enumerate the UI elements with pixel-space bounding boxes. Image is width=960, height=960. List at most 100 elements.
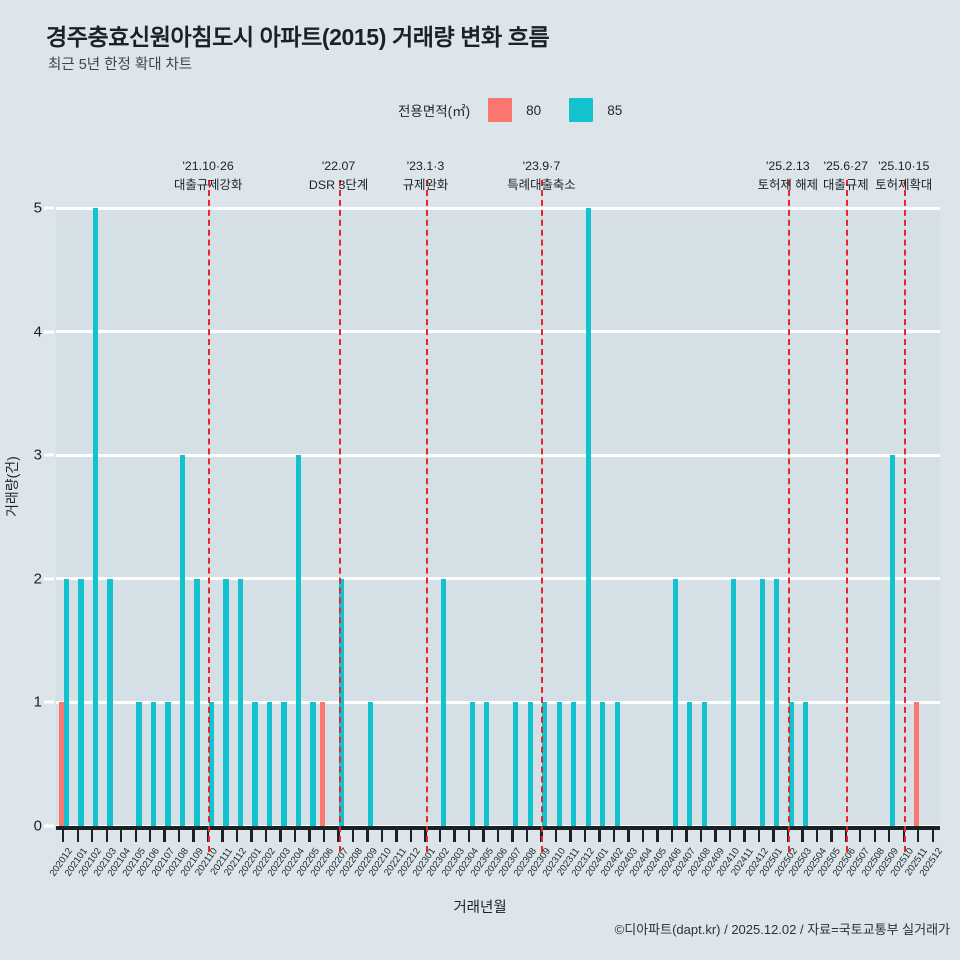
- legend-label-85: 85: [607, 102, 623, 118]
- legend-label-80: 80: [526, 102, 542, 118]
- event-label-202510: '25.10·15 토허제확대: [875, 157, 932, 195]
- bar-202304-85[interactable]: [469, 702, 475, 826]
- bar-202101-85[interactable]: [78, 578, 84, 826]
- x-tick-202505: [830, 830, 833, 842]
- event-name-202207: DSR 3단계: [308, 178, 369, 192]
- bar-202412-85[interactable]: [759, 578, 765, 826]
- bar-202312-85[interactable]: [585, 208, 591, 826]
- bar-202307-85[interactable]: [513, 702, 519, 826]
- bar-202410-85[interactable]: [730, 578, 736, 826]
- x-tick-202408: [699, 830, 703, 842]
- bar-202407-85[interactable]: [687, 702, 693, 826]
- bar-202012-85[interactable]: [63, 578, 70, 826]
- gridline-5: [56, 206, 940, 210]
- bar-202402-85[interactable]: [614, 702, 620, 826]
- y-tick-mark-4: [44, 330, 54, 334]
- y-tick-label-1: 1: [33, 693, 42, 711]
- bar-202311-85[interactable]: [571, 702, 577, 826]
- x-tick-202506: [844, 830, 847, 842]
- event-date-202506: '25.6·27: [823, 159, 868, 173]
- bar-202503-85[interactable]: [803, 702, 809, 826]
- event-label-202301: '23.1·3 규제완화: [403, 157, 449, 195]
- bar-202109-85[interactable]: [194, 578, 200, 826]
- x-tick-202111: [221, 830, 224, 842]
- bar-202501-85[interactable]: [774, 578, 780, 826]
- bar-202204-85[interactable]: [295, 455, 301, 826]
- event-label-202506: '25.6·27 대출규제: [823, 157, 869, 195]
- bar-202209-85[interactable]: [368, 702, 374, 826]
- bar-202305-85[interactable]: [484, 702, 490, 826]
- x-tick-202207: [337, 830, 340, 842]
- legend-item-80[interactable]: 80: [488, 98, 541, 122]
- x-axis-title: 거래년월: [453, 900, 507, 916]
- bar-202103-85[interactable]: [107, 578, 113, 826]
- bar-202107-85[interactable]: [165, 702, 171, 826]
- x-tick-202108: [177, 830, 181, 842]
- legend-item-85[interactable]: 85: [569, 98, 622, 122]
- x-tick-202104: [120, 830, 123, 842]
- x-tick-202412: [757, 830, 761, 842]
- x-tick-202410: [728, 830, 732, 842]
- event-date-202502: '25.2.13: [765, 159, 810, 173]
- footer-credit: ©디아파트(dapt.kr) / 2025.12.02 / 자료=국토교통부 실…: [614, 922, 950, 937]
- bar-202309-85[interactable]: [542, 702, 548, 826]
- x-tick-202405: [656, 830, 659, 842]
- y-tick-label-4: 4: [33, 323, 42, 341]
- x-tick-202308: [525, 830, 529, 842]
- bar-202401-85[interactable]: [600, 702, 606, 826]
- event-date-202301: '23.1·3: [406, 159, 445, 173]
- event-date-202207: '22.07: [321, 159, 356, 173]
- bar-202205-85[interactable]: [310, 702, 316, 826]
- x-tick-202311: [569, 830, 572, 842]
- x-tick-202106: [148, 830, 152, 842]
- y-tick-mark-0: [44, 824, 54, 828]
- x-tick-202502: [786, 830, 790, 842]
- bar-202207-85[interactable]: [339, 578, 345, 826]
- x-tick-202305: [482, 830, 485, 842]
- bar-202502-85[interactable]: [788, 702, 794, 826]
- bar-202509-85[interactable]: [889, 455, 896, 826]
- bar-202310-85[interactable]: [556, 702, 562, 826]
- gridline-4: [56, 330, 940, 334]
- x-tick-202103: [105, 830, 108, 842]
- x-tick-202206: [322, 830, 326, 842]
- y-tick-mark-2: [44, 577, 54, 581]
- bar-202102-85[interactable]: [92, 208, 99, 826]
- bar-202105-85[interactable]: [136, 702, 142, 826]
- x-tick-202409: [714, 830, 717, 842]
- x-tick-202312: [583, 830, 587, 842]
- bar-202111-85[interactable]: [223, 578, 229, 826]
- x-tick-202303: [453, 830, 456, 842]
- bar-202408-85[interactable]: [701, 702, 707, 826]
- bar-202511-80[interactable]: [913, 702, 919, 826]
- x-tick-202509: [888, 830, 891, 842]
- bar-202203-85[interactable]: [281, 702, 287, 826]
- bar-202012-80[interactable]: [58, 702, 64, 826]
- x-axis-line: [56, 826, 940, 830]
- x-tick-202512: [931, 830, 934, 842]
- bar-202406-85[interactable]: [672, 578, 678, 826]
- bar-202202-85[interactable]: [266, 702, 273, 826]
- bar-202108-85[interactable]: [179, 455, 186, 826]
- x-tick-202401: [598, 830, 601, 842]
- x-tick-202211: [395, 830, 398, 842]
- x-tick-202102: [91, 830, 94, 842]
- bar-202112-85[interactable]: [237, 578, 244, 826]
- bar-202308-85[interactable]: [527, 702, 533, 826]
- bar-202206-80[interactable]: [319, 702, 325, 826]
- y-tick-label-2: 2: [33, 570, 42, 588]
- event-name-202110: 대출규제강화: [173, 178, 243, 192]
- x-tick-202204: [293, 830, 297, 842]
- event-name-202309: 특례대출축소: [507, 178, 576, 192]
- x-tick-202411: [743, 830, 746, 842]
- y-tick-mark-5: [44, 206, 54, 210]
- bar-202110-85[interactable]: [208, 702, 215, 826]
- x-tick-202101: [76, 830, 79, 842]
- bar-202201-85[interactable]: [252, 702, 258, 826]
- x-tick-202301: [424, 830, 427, 842]
- bar-202302-85[interactable]: [440, 578, 446, 826]
- event-line-202309: [541, 180, 544, 852]
- x-tick-202205: [308, 830, 311, 842]
- bar-202106-85[interactable]: [150, 702, 157, 826]
